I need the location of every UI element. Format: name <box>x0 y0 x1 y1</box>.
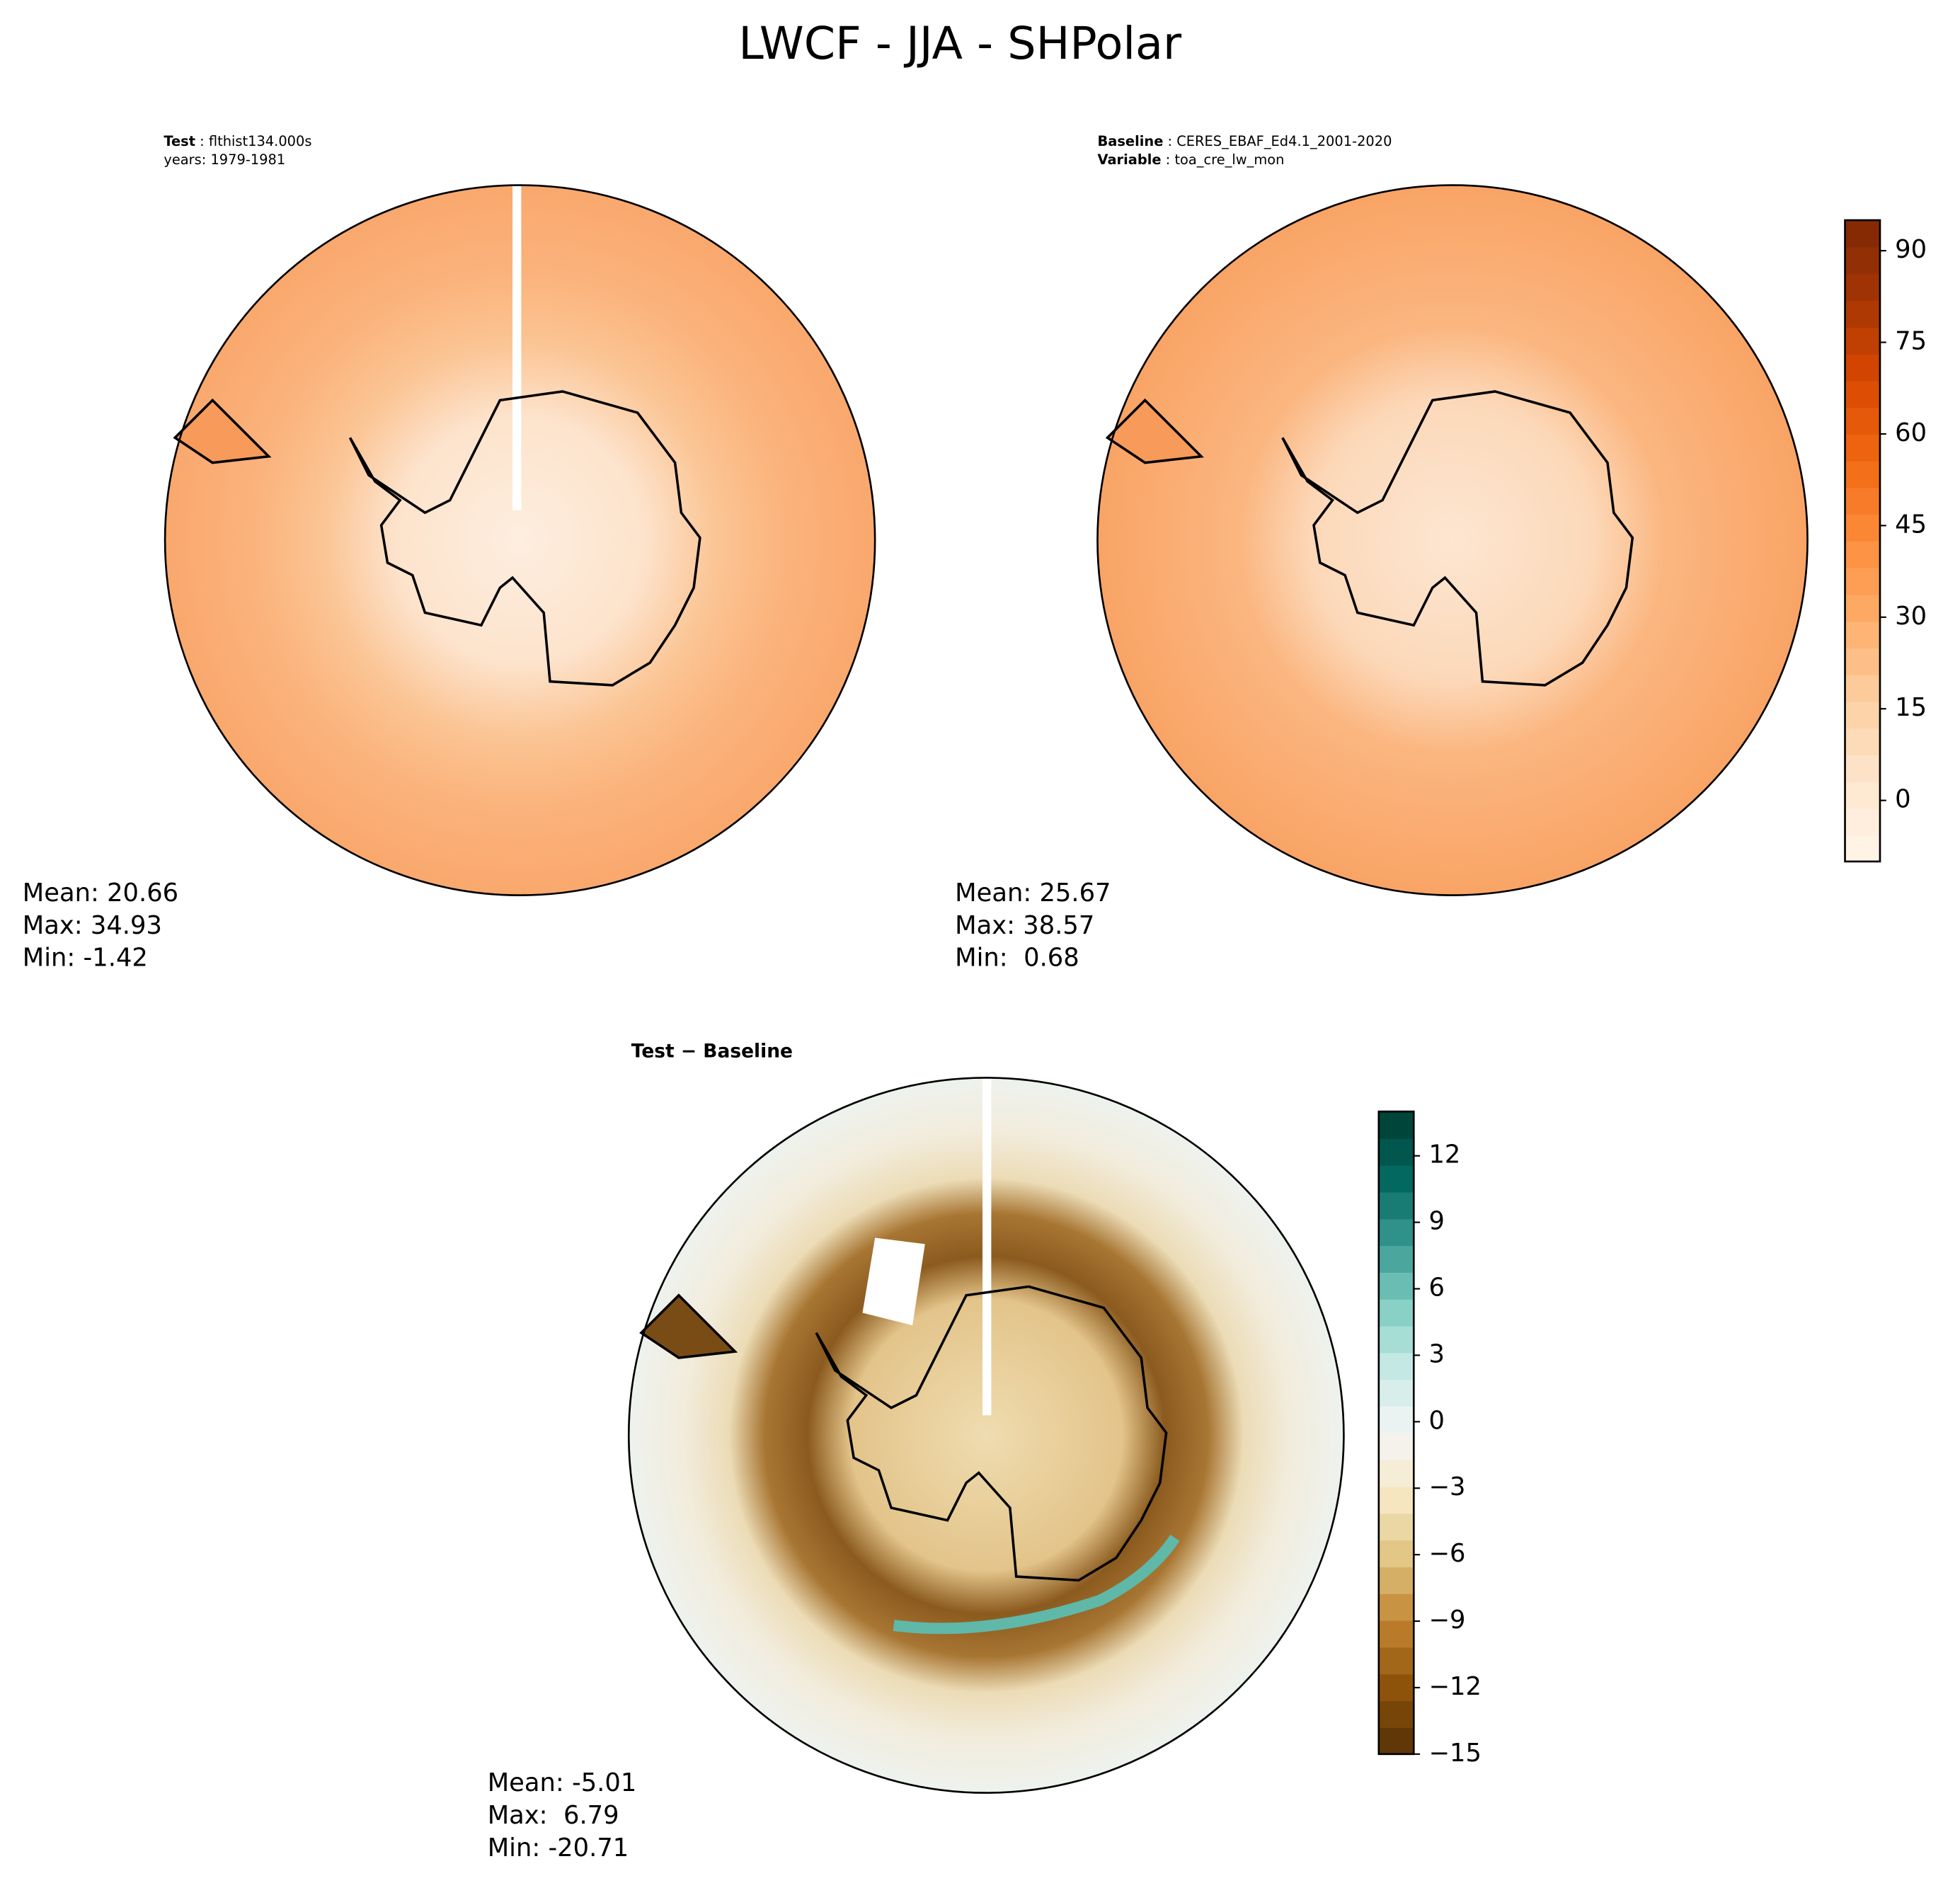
colorbar-band <box>1845 353 1880 382</box>
colorbar-band <box>1378 1138 1414 1166</box>
colorbar-band <box>1845 380 1880 408</box>
header-text: : CERES_EBAF_Ed4.1_2001-2020 <box>1163 132 1392 149</box>
colorbar-tick-label: 0 <box>1895 785 1910 814</box>
header-text: years: 1979-1981 <box>164 151 285 168</box>
colorbar-band <box>1378 1111 1414 1139</box>
header-text: : flthist134.000s <box>195 132 311 149</box>
colorbar-band <box>1845 567 1880 595</box>
colorbar-band <box>1845 300 1880 328</box>
colorbar-band <box>1378 1325 1414 1354</box>
colorbar-band <box>1378 1352 1414 1380</box>
colorbar-tick-label: 30 <box>1895 602 1927 631</box>
colorbar-band <box>1378 1165 1414 1193</box>
colorbar-band <box>1845 835 1880 862</box>
colorbar-band <box>1845 781 1880 809</box>
colorbar-band <box>1378 1459 1414 1487</box>
colorbar-tick-label: 75 <box>1895 327 1927 356</box>
colorbar-band <box>1845 460 1880 488</box>
map-test <box>164 184 876 896</box>
header-label: Test <box>164 132 195 149</box>
colorbar-band <box>1845 327 1880 355</box>
colorbar-band <box>1845 808 1880 836</box>
colorbar-tick-label: −6 <box>1428 1539 1465 1568</box>
colorbar-band <box>1845 754 1880 782</box>
colorbar-band <box>1378 1700 1414 1728</box>
colorbar-band <box>1845 728 1880 755</box>
colorbar-band <box>1845 246 1880 275</box>
colorbar-tick-label: 90 <box>1895 235 1927 264</box>
colorbar-band <box>1378 1245 1414 1273</box>
header-label: Baseline <box>1097 132 1163 149</box>
colorbar-band <box>1378 1620 1414 1648</box>
colorbar-tick-label: 0 <box>1428 1406 1444 1435</box>
stat-line: Min: -1.42 <box>23 944 148 973</box>
colorbar-band <box>1378 1379 1414 1407</box>
header-label: Test − Baseline <box>631 1040 793 1062</box>
colorbar-band <box>1845 220 1880 248</box>
colorbar-tick-label: −15 <box>1428 1739 1481 1768</box>
colorbar-tick-label: −12 <box>1428 1672 1481 1701</box>
colorbar-band <box>1845 514 1880 542</box>
panel-header: years: 1979-1981 <box>164 151 285 168</box>
figure-title: LWCF - JJA - SHPolar <box>738 17 1182 69</box>
stat-line: Max: 34.93 <box>23 911 162 940</box>
colorbar-frame <box>1844 219 1881 863</box>
colorbar-band <box>1845 701 1880 729</box>
colorbar-tick-label: 15 <box>1895 693 1927 722</box>
colorbar-band <box>1378 1674 1414 1702</box>
colorbar-band <box>1845 674 1880 702</box>
colorbar-band <box>1378 1727 1414 1755</box>
colorbar-band <box>1845 540 1880 568</box>
colorbar-band <box>1845 407 1880 435</box>
panel-header: Variable : toa_cre_lw_mon <box>1097 151 1284 168</box>
colorbar-tick-label: 45 <box>1895 510 1927 539</box>
colorbar-band <box>1845 273 1880 302</box>
colorbar-band <box>1378 1593 1414 1621</box>
colorbar-band <box>1378 1272 1414 1300</box>
header-text: : toa_cre_lw_mon <box>1162 151 1285 168</box>
stat-line: Mean: 20.66 <box>23 879 178 908</box>
colorbar-band <box>1845 433 1880 462</box>
panel-header: Test − Baseline <box>631 1040 793 1062</box>
colorbar-tick-label: 3 <box>1428 1339 1444 1368</box>
stat-line: Min: 0.68 <box>955 944 1079 973</box>
colorbar-band <box>1378 1647 1414 1675</box>
map-difference <box>627 1077 1345 1794</box>
stat-line: Mean: 25.67 <box>955 879 1111 908</box>
colorbar-band <box>1378 1298 1414 1327</box>
panel-header: Test : flthist134.000s <box>164 132 311 149</box>
colorbar-band <box>1378 1191 1414 1220</box>
colorbar-band <box>1378 1486 1414 1514</box>
stat-line: Max: 6.79 <box>488 1801 619 1830</box>
colorbar-band <box>1378 1513 1414 1541</box>
colorbar-tick-label: 6 <box>1428 1274 1444 1303</box>
colorbar-tick-label: 60 <box>1895 418 1927 447</box>
colorbar-band <box>1378 1540 1414 1567</box>
header-label: Variable <box>1097 151 1161 168</box>
stat-line: Max: 38.57 <box>955 911 1094 940</box>
colorbar-band <box>1845 621 1880 648</box>
colorbar-tick-label: −3 <box>1428 1472 1465 1501</box>
colorbar-band <box>1378 1432 1414 1460</box>
map-baseline <box>1096 184 1809 896</box>
colorbar-band <box>1845 647 1880 675</box>
panel-header: Baseline : CERES_EBAF_Ed4.1_2001-2020 <box>1097 132 1392 149</box>
colorbar-band <box>1378 1567 1414 1594</box>
colorbar-band <box>1378 1406 1414 1434</box>
colorbar-frame <box>1377 1110 1415 1756</box>
stat-line: Min: -20.71 <box>488 1833 629 1863</box>
colorbar-tick-label: −9 <box>1428 1606 1465 1635</box>
colorbar-tick-label: 9 <box>1428 1207 1444 1236</box>
colorbar-band <box>1845 594 1880 622</box>
colorbar-band <box>1378 1218 1414 1247</box>
colorbar-tick-label: 12 <box>1428 1140 1460 1169</box>
stat-line: Mean: -5.01 <box>488 1768 637 1797</box>
colorbar-band <box>1845 487 1880 515</box>
